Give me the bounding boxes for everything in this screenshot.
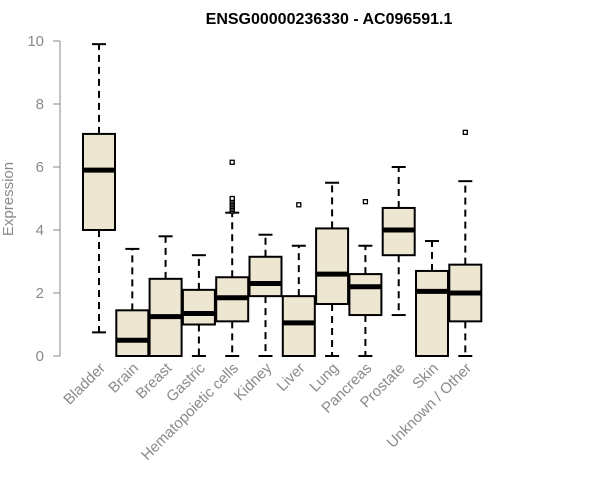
box-5 bbox=[248, 233, 283, 357]
x-tick-label: Liver bbox=[274, 360, 309, 395]
x-tick-label: Kidney bbox=[231, 359, 276, 404]
outlier-point bbox=[462, 129, 468, 136]
iqr-box bbox=[415, 269, 449, 358]
y-tick-label: 0 bbox=[36, 348, 44, 365]
plot-area bbox=[82, 43, 483, 358]
y-axis-label: Expression bbox=[0, 162, 17, 236]
box-1 bbox=[115, 247, 150, 358]
iqr-box bbox=[248, 255, 283, 298]
y-tick-label: 8 bbox=[36, 96, 44, 113]
iqr-box bbox=[181, 288, 216, 326]
box-0 bbox=[82, 43, 116, 334]
box-10 bbox=[415, 240, 449, 358]
box-8 bbox=[348, 198, 383, 357]
y-tick-label: 4 bbox=[36, 222, 44, 239]
outlier-point bbox=[229, 195, 235, 202]
x-tick-label: Bladder bbox=[60, 360, 109, 409]
iqr-box bbox=[82, 132, 116, 231]
iqr-box bbox=[115, 309, 150, 358]
chart-title: ENSG00000236330 - AC096591.1 bbox=[206, 11, 453, 28]
iqr-box bbox=[315, 227, 350, 306]
box-4 bbox=[215, 159, 250, 357]
box-9 bbox=[381, 166, 416, 317]
outlier-point bbox=[296, 202, 302, 208]
y-tick-label: 6 bbox=[36, 159, 44, 176]
box-7 bbox=[315, 181, 350, 357]
box-11 bbox=[448, 129, 483, 357]
iqr-box bbox=[281, 295, 316, 357]
y-tick-label: 10 bbox=[27, 33, 44, 50]
box-3 bbox=[181, 254, 216, 357]
iqr-box bbox=[348, 273, 383, 317]
y-tick-label: 2 bbox=[36, 285, 44, 302]
box-2 bbox=[148, 235, 183, 358]
box-6 bbox=[281, 202, 316, 357]
y-axis: 0 2 4 6 8 10 bbox=[27, 33, 61, 365]
outlier-point bbox=[229, 159, 235, 165]
outlier-point bbox=[362, 198, 369, 205]
